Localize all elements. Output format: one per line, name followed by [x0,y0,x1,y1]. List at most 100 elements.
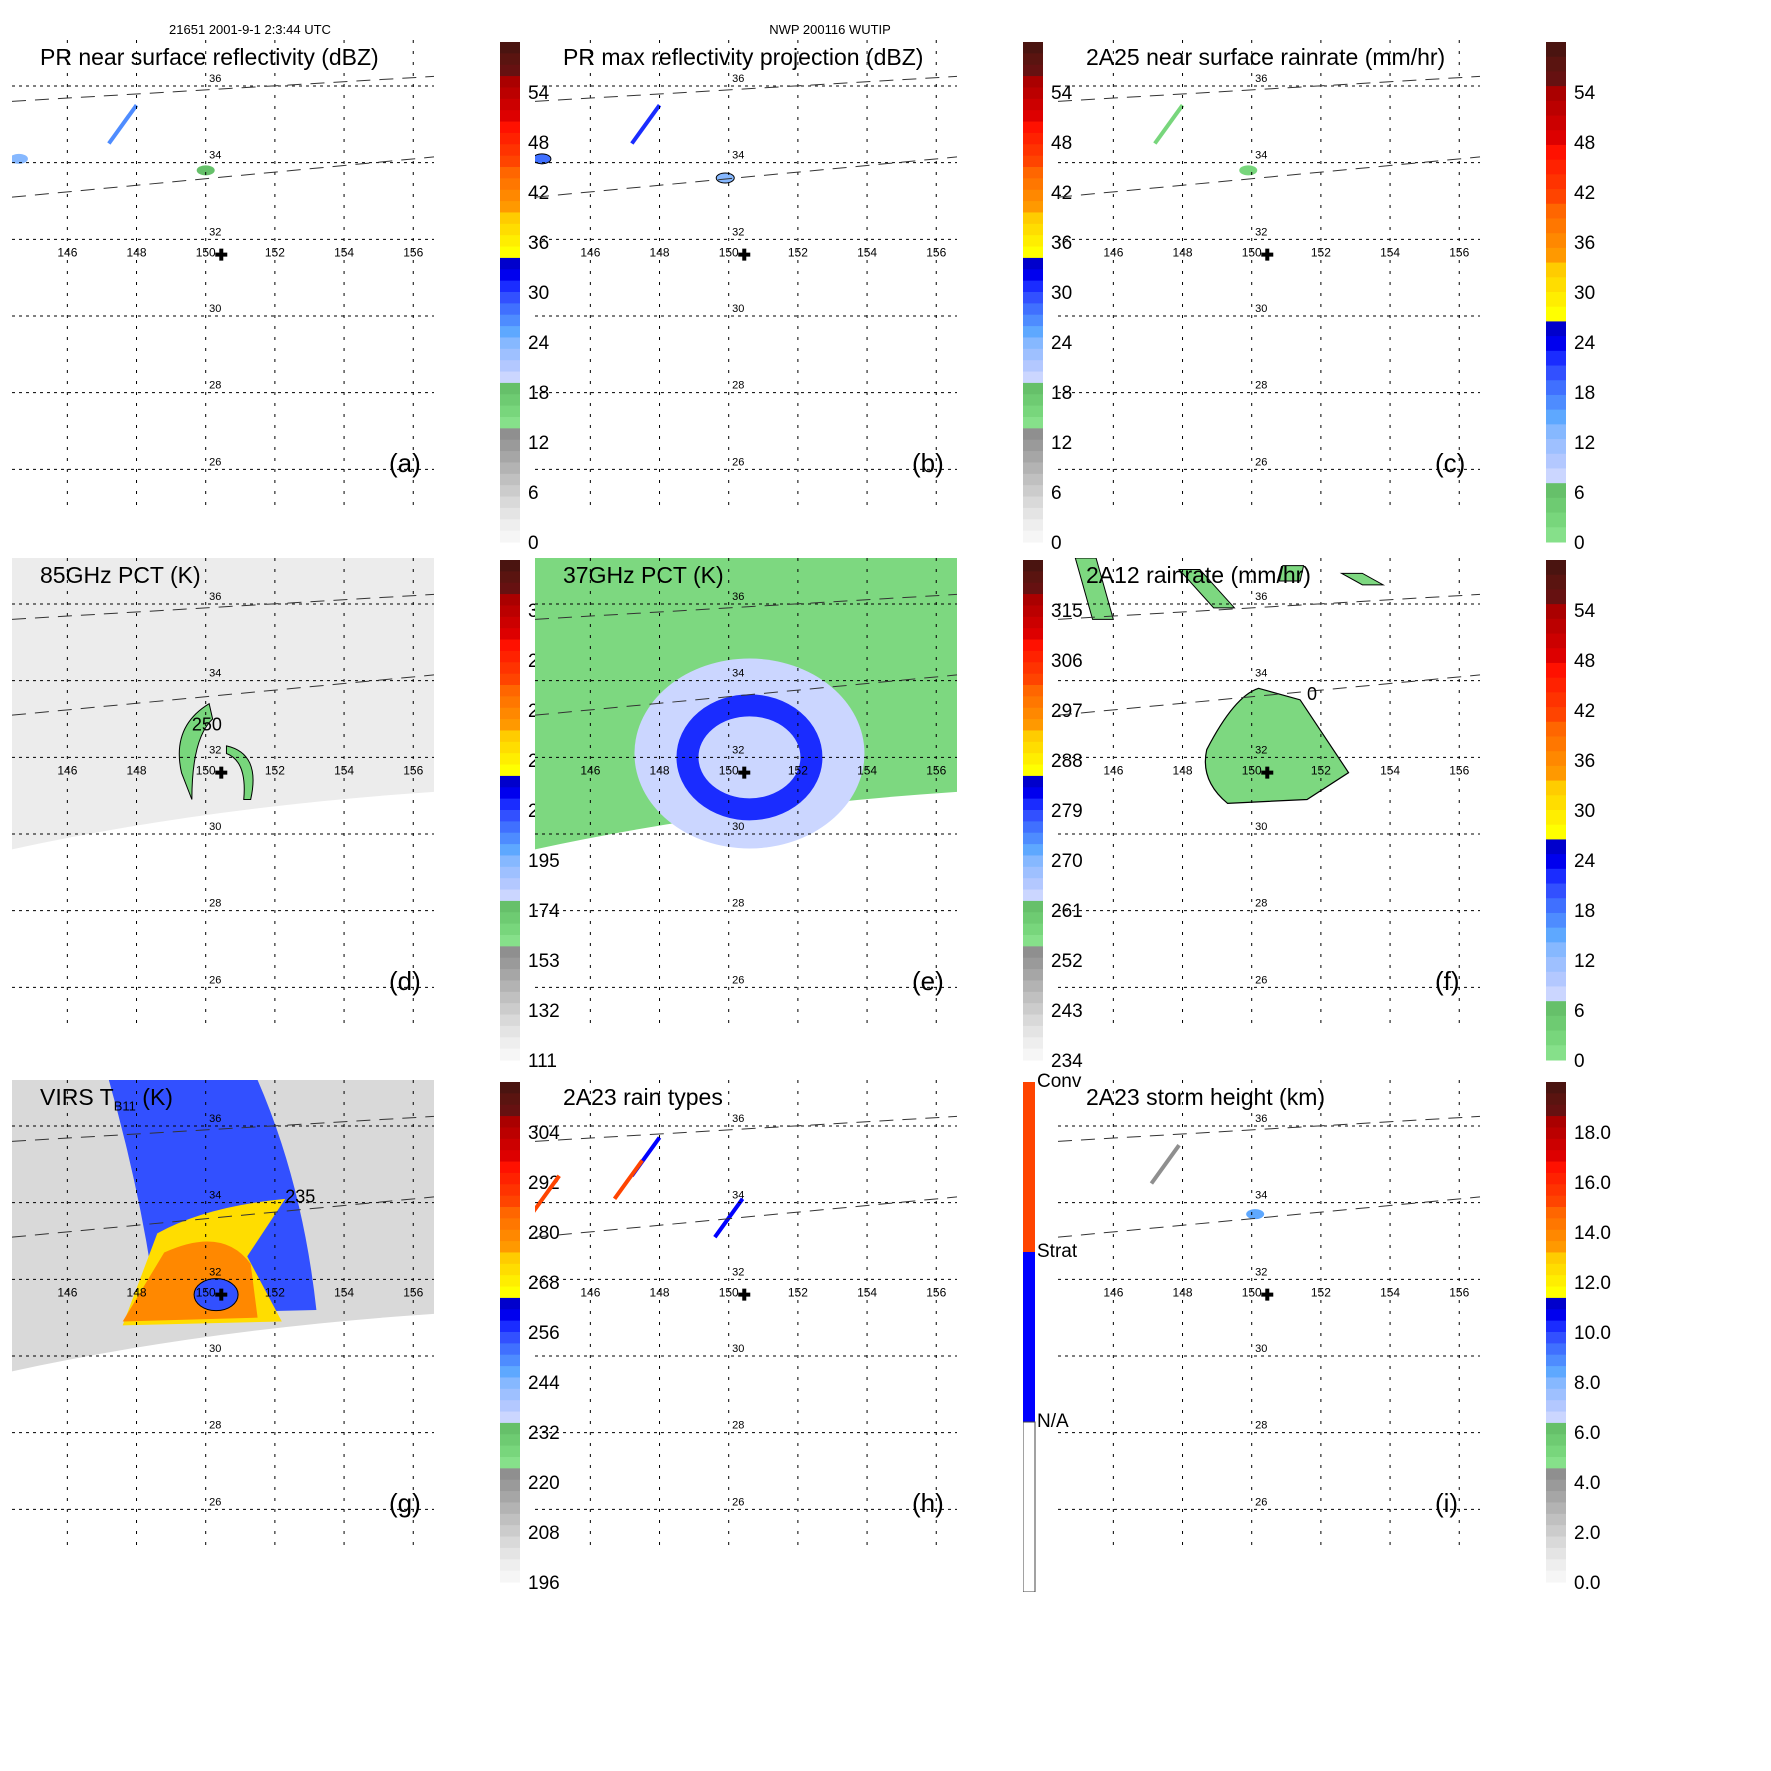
colorbar-segment [500,1400,520,1413]
title-subscript: B11 [113,1098,136,1114]
data-feature [1246,1209,1265,1220]
lon-tick-label: 152 [1311,764,1331,778]
colorbar-segment [1023,957,1043,970]
pr-swath-edge [12,1196,435,1238]
colorbar-segment [500,76,520,88]
lat-tick-label: 28 [209,898,221,910]
colorbar-tick-label: 8.0 [1574,1373,1601,1394]
colorbar-segment [500,741,520,754]
colorbar-segment [1546,262,1566,278]
colorbar-segment [500,485,520,498]
colorbar-segment [500,753,520,766]
colorbar-segment [1546,174,1566,190]
lat-tick-label: 28 [732,380,744,392]
colorbar-segment [1546,1297,1566,1310]
data-feature [196,165,215,176]
colorbar-segment [500,1559,520,1572]
panel-g: 36 34 32 30 28 26 146 148 150 152 154 156 235 VIRS TB… [12,1080,592,1600]
colorbar-segment [500,1184,520,1197]
colorbar-tick-label: 30 [1051,283,1073,304]
colorbar-segment [500,1354,520,1367]
colorbar-segment [500,969,520,981]
lon-tick-label: 150 [196,764,216,778]
lat-tick-label: 32 [732,1266,744,1278]
colorbar-tick-label: 48 [1051,133,1073,154]
lon-tick-label: 150 [719,246,739,260]
map-g: 36 34 32 30 28 26 146 148 150 152 154 156 235 [12,1080,435,1552]
colorbar-segment [1546,1559,1566,1572]
colorbar-segment [500,212,520,225]
colorbar-segment [500,1547,520,1560]
colorbar-segment [500,507,520,520]
colorbar-segment [1546,1536,1566,1549]
colorbar-segment [1023,628,1043,641]
colorbar-segment [500,1037,520,1050]
colorbar-segment [500,1286,520,1299]
lon-tick-label: 146 [57,764,77,778]
colorbar [1023,560,1043,1061]
colorbar-tick-label: 0.0 [1574,1573,1601,1594]
storm-center-marker [738,766,751,779]
lon-tick-label: 154 [857,246,877,260]
colorbar [500,1082,520,1583]
lat-tick-label: 28 [209,380,221,392]
colorbar-segment [500,144,520,157]
contour-label: 0 [1307,684,1317,704]
lon-tick-label: 150 [1242,764,1262,778]
colorbar-tick-label: 208 [528,1523,560,1544]
colorbar-segment [500,1457,520,1469]
colorbar-segment [500,530,520,543]
lon-tick-label: 146 [1103,1286,1123,1300]
colorbar-segment [1546,1093,1566,1106]
lon-tick-label: 154 [1380,1286,1400,1300]
colorbar-segment [500,439,520,452]
colorbar-segment [1023,685,1043,697]
colorbar-tick-label: 36 [1574,751,1596,772]
colorbar-segment [1023,64,1043,77]
panel-title: 85GHz PCT (K) [40,562,201,588]
rainband-arc [178,702,214,800]
colorbar-segment [1546,1161,1566,1174]
pr-swath-edge [12,1115,435,1142]
panel-h: 36 34 32 30 28 26 146 148 150 152 154 156 2A23 rain … [535,1071,1115,1600]
colorbar-segment [1023,969,1043,981]
colorbar-tick-label: 24 [1574,333,1596,354]
lat-tick-label: 36 [1255,591,1267,603]
colorbar-segment [500,1025,520,1038]
colorbar-tick-label: 12.0 [1574,1273,1611,1294]
colorbar-segment [1023,753,1043,766]
colorbar-segment [1546,1229,1566,1242]
colorbar-segment [1546,439,1566,455]
colorbar-segment [1023,405,1043,418]
lat-tick-label: 32 [209,744,221,756]
lon-tick-label: 156 [926,764,946,778]
colorbar-segment [1546,277,1566,293]
colorbar-tick-label: 30 [1574,283,1596,304]
colorbar-segment [1023,855,1043,868]
colorbar-segment [1546,86,1566,102]
panel-title: PR near surface reflectivity (dBZ) [40,44,379,70]
lat-tick-label: 28 [1255,898,1267,910]
panel-label: (i) [1435,1488,1459,1518]
colorbar-segment [1546,1411,1566,1424]
rain-shield [1204,687,1350,804]
colorbar-segment [1023,1014,1043,1027]
panel-b: 36 34 32 30 28 26 146 148 150 152 154 156 PR max ref… [535,40,1115,560]
colorbar-tick-label: 256 [528,1323,560,1344]
colorbar-segment [1023,87,1043,100]
lon-tick-label: 154 [857,1286,877,1300]
colorbar-tick-label: 270 [1051,851,1083,872]
colorbar-segment [1546,765,1566,782]
colorbar-segment [500,764,520,777]
colorbar-segment [500,1343,520,1356]
colorbar-segment [1023,212,1043,225]
colorbar-segment [500,42,520,54]
colorbar-tick-label: 36 [528,233,550,254]
lon-tick-label: 154 [334,764,354,778]
colorbar-segment [1546,233,1566,249]
colorbar-segment [1023,360,1043,373]
storm-center-marker [738,1288,751,1301]
pr-swath-edge [535,1196,958,1238]
colorbar-segment [1023,121,1043,134]
colorbar-tick-label: 42 [1574,183,1596,204]
